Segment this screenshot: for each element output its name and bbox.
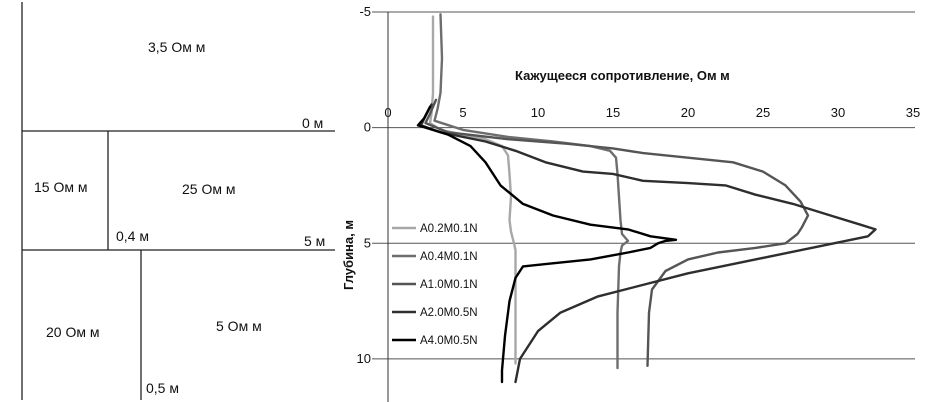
legend-label: A2.0M0.5N [420,307,478,319]
x-tick-label: 30 [831,105,845,120]
label-offset-bottom: 0,5 м [146,380,179,396]
series-line-3 [419,103,877,384]
x-tick-label: 10 [531,105,545,120]
legend: A0.2M0.1N A0.4M0.1N A1.0M0.1N A2.0M0.5N A4.0… [390,218,490,347]
layer-model: 3,5 Ом м 0 м 15 Ом м 25 Ом м 0,4 м 5 м 2… [21,2,335,400]
label-depth-0: 0 м [302,115,323,131]
y-tick-labels: -5 0 5 10 [357,4,371,366]
legend-bg [390,274,490,290]
x-tick-label: 35 [906,105,920,120]
legend-label: A0.2M0.1N [420,223,478,235]
resistivity-chart: 0 5 10 15 20 25 30 35 -5 0 5 10 Кажущееся сопротив… [341,4,920,402]
y-axis-title: Глубина, м [341,220,356,290]
y-tick-label: -5 [359,4,371,19]
label-right-bottom-resistivity: 5 Ом м [216,318,262,334]
legend-label: A1.0M0.1N [420,279,478,291]
x-tick-label: 5 [459,105,466,120]
x-tick-label: 20 [681,105,695,120]
x-axis-title: Кажущееся сопротивление, Ом м [515,68,730,83]
legend-label: A0.4M0.1N [420,251,478,263]
label-depth-5: 5 м [304,233,325,249]
grid-lines [372,11,915,360]
series-line-1 [433,13,630,370]
label-offset-mid: 0,4 м [116,228,149,244]
series-line-4 [416,105,678,384]
y-tick-label: 5 [364,235,371,250]
legend-bg [390,330,490,346]
x-tick-label: 25 [756,105,770,120]
x-tick-label: 15 [606,105,620,120]
x-tick-labels: 05101520253035 [384,105,920,120]
series-lines [416,13,877,384]
y-tick-label: 10 [357,351,371,366]
label-right-mid-resistivity: 25 Ом м [182,181,236,197]
series-line-0 [428,15,517,365]
label-left-bottom-resistivity: 20 Ом м [46,324,100,340]
legend-label: A4.0M0.5N [420,335,478,347]
legend-bg [390,302,490,318]
legend-bg [390,246,490,262]
y-tick-label: 0 [364,120,371,135]
label-left-mid-resistivity: 15 Ом м [34,179,88,195]
series-line-2 [424,98,810,367]
label-top-layer-resistivity: 3,5 Ом м [148,39,205,55]
legend-bg [390,218,490,234]
